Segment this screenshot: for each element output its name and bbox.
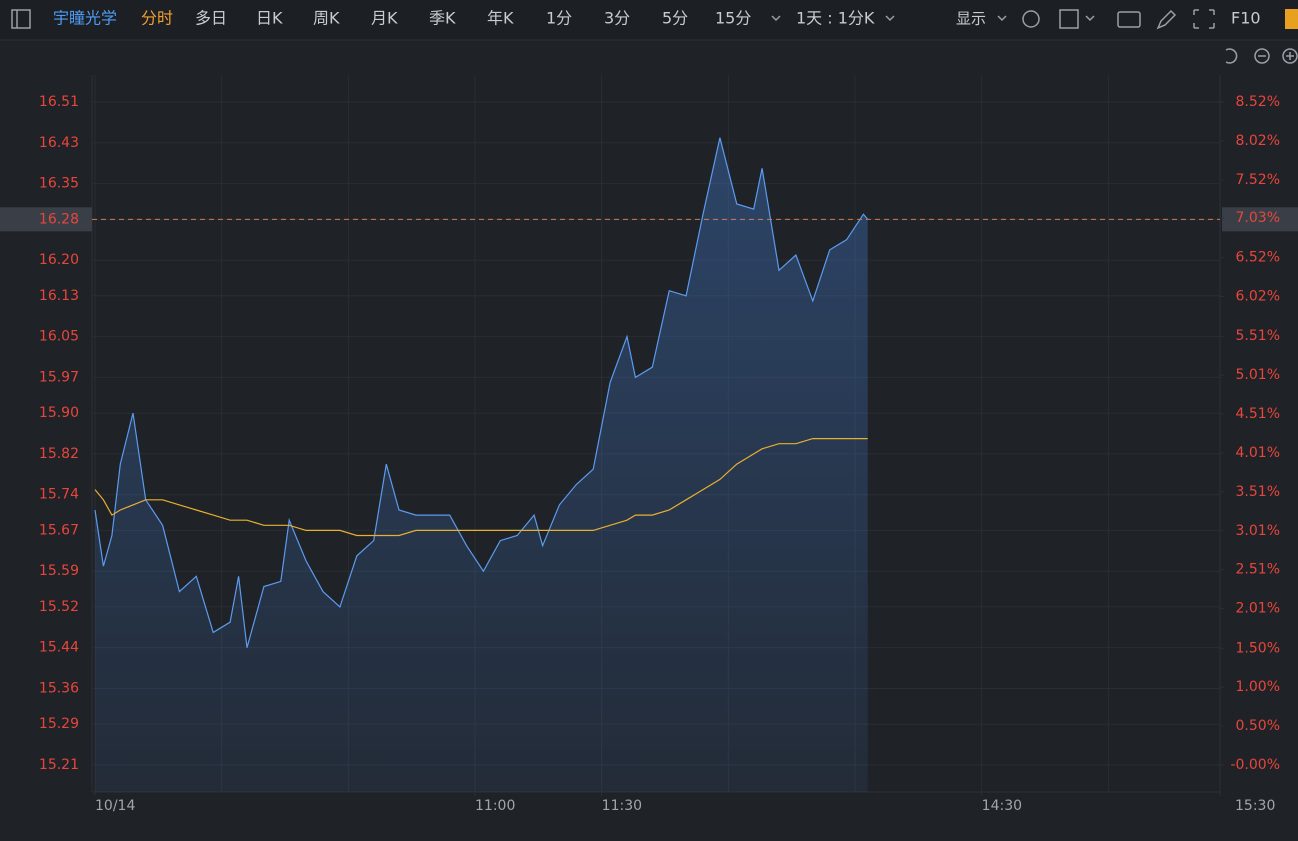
y2-tick-label: 0.50% — [1236, 718, 1280, 734]
price-area — [95, 137, 868, 792]
y2-tick-label: 6.52% — [1236, 250, 1280, 266]
x-tick-label: 15:30 — [1235, 798, 1275, 814]
tabs-arrow[interactable] — [771, 15, 781, 22]
x-tick-label: 11:30 — [602, 798, 642, 814]
zoom-in-icon[interactable] — [1282, 48, 1298, 64]
y-tick-label: 16.35 — [39, 176, 79, 192]
zoom-in-plus — [1286, 52, 1294, 60]
display-menu[interactable]: 显示 — [956, 10, 986, 28]
tab[interactable]: 1分 — [546, 9, 572, 28]
y2-tick-label: 7.52% — [1236, 172, 1280, 188]
tab[interactable]: 日K — [256, 9, 283, 28]
x-tick-label: 10/14 — [95, 798, 135, 814]
y-tick-label: 15.44 — [39, 640, 79, 656]
y-tick-label: 15.74 — [39, 487, 79, 503]
y2-tick-label: 8.02% — [1236, 133, 1280, 149]
y2-tick-label: 3.51% — [1236, 484, 1280, 500]
y2-tick-label: 1.00% — [1236, 679, 1280, 695]
stock-name[interactable]: 宇瞳光学 — [53, 9, 117, 28]
toolbar — [0, 0, 1298, 40]
y-tick-label: 15.97 — [39, 369, 79, 385]
y-tick-label: 15.82 — [39, 446, 79, 462]
layout-arrow — [1085, 15, 1095, 22]
y-tick-label: 15.29 — [39, 716, 79, 732]
tab[interactable]: 周K — [313, 9, 340, 28]
y-tick-label: 15.52 — [39, 599, 79, 615]
y-tick-label: 16.05 — [39, 329, 79, 345]
y-tick-label: 16.20 — [39, 252, 79, 268]
draw-icon[interactable] — [1156, 9, 1177, 30]
tab[interactable]: 分时 — [141, 9, 173, 28]
camera-icon[interactable] — [1117, 11, 1141, 28]
f10-button[interactable]: F10 — [1231, 9, 1261, 28]
y-tick-label: 15.36 — [39, 680, 79, 696]
y2-tick-label: -0.00% — [1230, 757, 1280, 773]
y2-tick-label: 5.51% — [1236, 328, 1280, 344]
y2-tick-label: 4.51% — [1236, 406, 1280, 422]
y2-tick-label: 6.02% — [1236, 289, 1280, 305]
plot: 16.51 16.43 16.35 16.28 16.20 16.13 16.05 15.97… — [0, 75, 1298, 814]
y2-tick-label: 7.03% — [1236, 210, 1280, 226]
y-tick-label: 15.67 — [39, 522, 79, 538]
last-price-box — [0, 207, 92, 232]
interval-menu[interactable]: 1天 : 1分K — [796, 9, 875, 28]
zoom-out-icon[interactable] — [1254, 48, 1270, 64]
y-tick-label: 15.59 — [39, 563, 79, 579]
tab[interactable]: 季K — [429, 9, 456, 28]
y2-tick-label: 2.51% — [1236, 562, 1280, 578]
tab[interactable]: 5分 — [662, 9, 688, 28]
tab[interactable]: 15分 — [715, 9, 751, 28]
last-price-box — [1222, 207, 1298, 232]
x-tick-label: 11:00 — [475, 798, 515, 814]
y2-tick-label: 1.50% — [1236, 640, 1280, 656]
y2-tick-label: 4.01% — [1236, 445, 1280, 461]
tab[interactable]: 月K — [371, 9, 398, 28]
tabs: 分时 多日 日K 周K 月K 季K 年K 1分 3分 5分 15分 — [141, 9, 751, 28]
tab[interactable]: 年K — [487, 9, 514, 28]
y2-tick-label: 8.52% — [1236, 94, 1280, 110]
tab[interactable]: 3分 — [604, 9, 630, 28]
y-tick-label: 16.13 — [39, 288, 79, 304]
y-tick-label: 15.90 — [39, 405, 79, 421]
display-arrow — [997, 15, 1007, 22]
menu-arrow — [885, 15, 895, 22]
y-tick-label: 16.43 — [39, 135, 79, 151]
y-tick-label: 16.51 — [39, 94, 79, 110]
price-line — [94, 137, 869, 648]
y2-tick-label: 5.01% — [1236, 367, 1280, 383]
fullscreen-icon[interactable] — [1193, 9, 1215, 29]
panel-toggle[interactable] — [11, 9, 31, 29]
reset-icon[interactable] — [1225, 48, 1238, 64]
y2-tick-label: 3.01% — [1236, 523, 1280, 539]
x-tick-label: 14:30 — [982, 798, 1022, 814]
y2-tick-label: 2.01% — [1236, 601, 1280, 617]
y-tick-label: 15.21 — [39, 757, 79, 773]
side-panel-button[interactable] — [1285, 9, 1298, 29]
settings-icon[interactable] — [1022, 10, 1040, 28]
layout-icon[interactable] — [1059, 9, 1079, 29]
y-tick-label: 16.28 — [39, 211, 79, 227]
average-line — [94, 438, 868, 537]
tab[interactable]: 多日 — [195, 9, 227, 28]
